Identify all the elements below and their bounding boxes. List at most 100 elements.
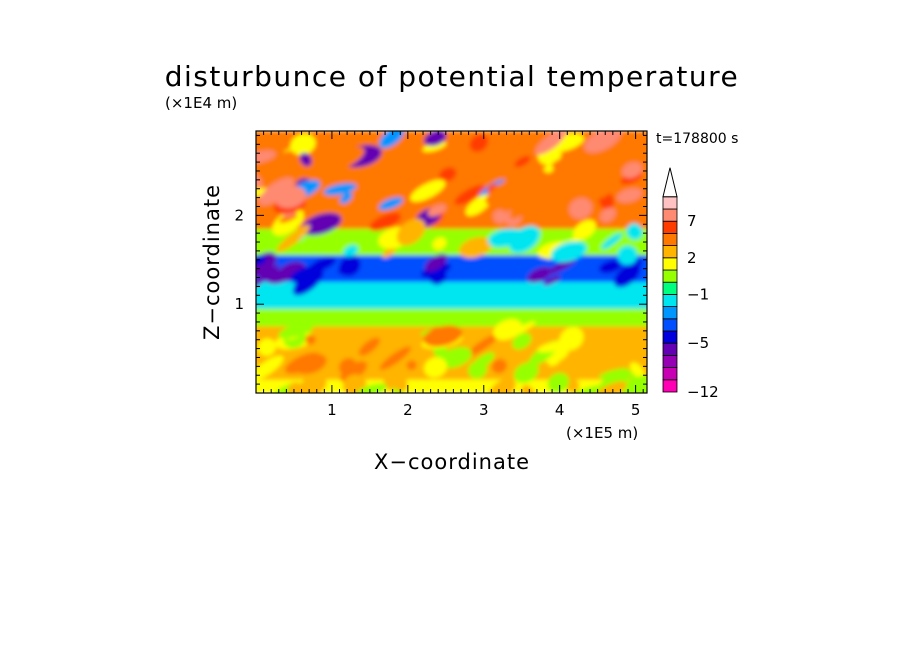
colorbar-swatch bbox=[662, 330, 678, 344]
y-axis-label: Z−coordinate bbox=[200, 184, 224, 340]
field-cell bbox=[396, 218, 426, 246]
field-cell bbox=[437, 212, 461, 227]
x-tick-label: 3 bbox=[479, 401, 489, 419]
field-cell bbox=[598, 376, 623, 389]
x-axis-label: X−coordinate bbox=[374, 450, 530, 474]
colorbar-swatch bbox=[662, 220, 678, 234]
field-cell bbox=[299, 152, 312, 167]
field-cell bbox=[287, 382, 307, 393]
field-cell bbox=[424, 253, 448, 272]
field-cell bbox=[629, 362, 645, 379]
field-cell bbox=[295, 353, 327, 374]
field-band bbox=[256, 308, 647, 327]
field-cell bbox=[356, 383, 387, 393]
x-tick-label: 1 bbox=[327, 401, 337, 419]
x-axis: 1 2 3 4 5 bbox=[255, 131, 644, 419]
field-cell bbox=[439, 167, 457, 182]
field-cell bbox=[488, 378, 516, 393]
field-cell bbox=[569, 198, 593, 219]
field-cell bbox=[512, 332, 532, 350]
colorbar-swatch bbox=[662, 269, 678, 283]
y-unit-label: (×1E4 m) bbox=[165, 94, 237, 112]
field-cell bbox=[535, 131, 567, 155]
field-cell bbox=[290, 133, 316, 156]
x-tick-label: 4 bbox=[555, 401, 565, 419]
x-tick-label: 2 bbox=[403, 401, 413, 419]
field-cell bbox=[429, 326, 442, 334]
field-cell bbox=[513, 362, 539, 383]
field-cell bbox=[595, 188, 612, 199]
field-cell bbox=[547, 372, 570, 393]
plot-frame bbox=[255, 130, 648, 394]
field-cell bbox=[487, 228, 523, 248]
field-cell bbox=[485, 177, 520, 205]
field-cell bbox=[617, 245, 638, 265]
field-cell bbox=[509, 199, 532, 219]
field-cell bbox=[600, 207, 616, 223]
field-cell bbox=[584, 131, 622, 153]
field-cell bbox=[406, 360, 417, 371]
field-cell bbox=[432, 237, 447, 250]
field-band bbox=[256, 281, 647, 309]
colorbar-swatch bbox=[662, 281, 678, 295]
field-cell bbox=[279, 213, 298, 223]
field-cell bbox=[301, 212, 342, 236]
colorbar-swatch bbox=[662, 245, 678, 259]
field-cell bbox=[258, 177, 294, 206]
field-cell bbox=[391, 372, 408, 392]
field-cell bbox=[340, 361, 368, 383]
colorbar-swatch bbox=[662, 196, 678, 210]
field-cell bbox=[616, 188, 643, 203]
field-cell bbox=[290, 265, 324, 284]
y-tick-label: 1 bbox=[234, 295, 244, 313]
field-cell bbox=[338, 263, 352, 275]
field-cell bbox=[305, 334, 316, 345]
field-cell bbox=[565, 378, 580, 393]
field-cell bbox=[527, 266, 552, 283]
field-cell bbox=[256, 264, 280, 292]
field-cell bbox=[467, 361, 488, 379]
field-cell bbox=[379, 131, 405, 149]
field-cell bbox=[256, 252, 277, 277]
field-cell bbox=[423, 131, 447, 146]
field-cell bbox=[465, 333, 499, 358]
field-cell bbox=[493, 319, 523, 341]
field-cell bbox=[543, 275, 561, 286]
field-cell bbox=[382, 247, 396, 258]
field-cell bbox=[500, 186, 537, 212]
field-cell bbox=[572, 219, 597, 240]
colorbar-swatch bbox=[662, 318, 678, 332]
field-cell bbox=[613, 263, 641, 288]
field-cell bbox=[275, 186, 307, 209]
y-tick-label: 2 bbox=[234, 206, 244, 224]
field-cell bbox=[343, 245, 359, 257]
field-cell bbox=[622, 162, 642, 179]
colorbar-swatch bbox=[662, 379, 678, 393]
field-cell bbox=[257, 338, 276, 356]
field-cell bbox=[329, 147, 365, 171]
field-cell bbox=[459, 236, 492, 259]
field-cell bbox=[256, 150, 276, 164]
colorbar-extend-arrow bbox=[662, 167, 678, 198]
field-cell bbox=[491, 359, 507, 374]
colorbar-swatch bbox=[662, 354, 678, 368]
field-cell bbox=[428, 268, 447, 285]
field-cell bbox=[537, 339, 578, 353]
field-cell bbox=[369, 212, 401, 231]
field-cell bbox=[598, 259, 622, 274]
field-cell bbox=[626, 223, 643, 240]
time-label: t=178800 s bbox=[656, 131, 738, 147]
x-unit-label: (×1E5 m) bbox=[566, 424, 638, 442]
field-cell bbox=[601, 233, 623, 250]
colorbar-tick-label: −5 bbox=[687, 334, 709, 352]
field-cell bbox=[276, 224, 311, 252]
field-cell bbox=[550, 241, 587, 263]
colorbar-swatch bbox=[662, 306, 678, 320]
field-cell bbox=[594, 381, 627, 393]
field-cell bbox=[358, 337, 380, 356]
field-cell bbox=[525, 163, 547, 172]
field-cell bbox=[302, 379, 322, 393]
colorbar-tick-label: 2 bbox=[687, 249, 697, 267]
field-cell bbox=[423, 357, 448, 378]
colorbar-tick-label: −1 bbox=[687, 285, 709, 303]
